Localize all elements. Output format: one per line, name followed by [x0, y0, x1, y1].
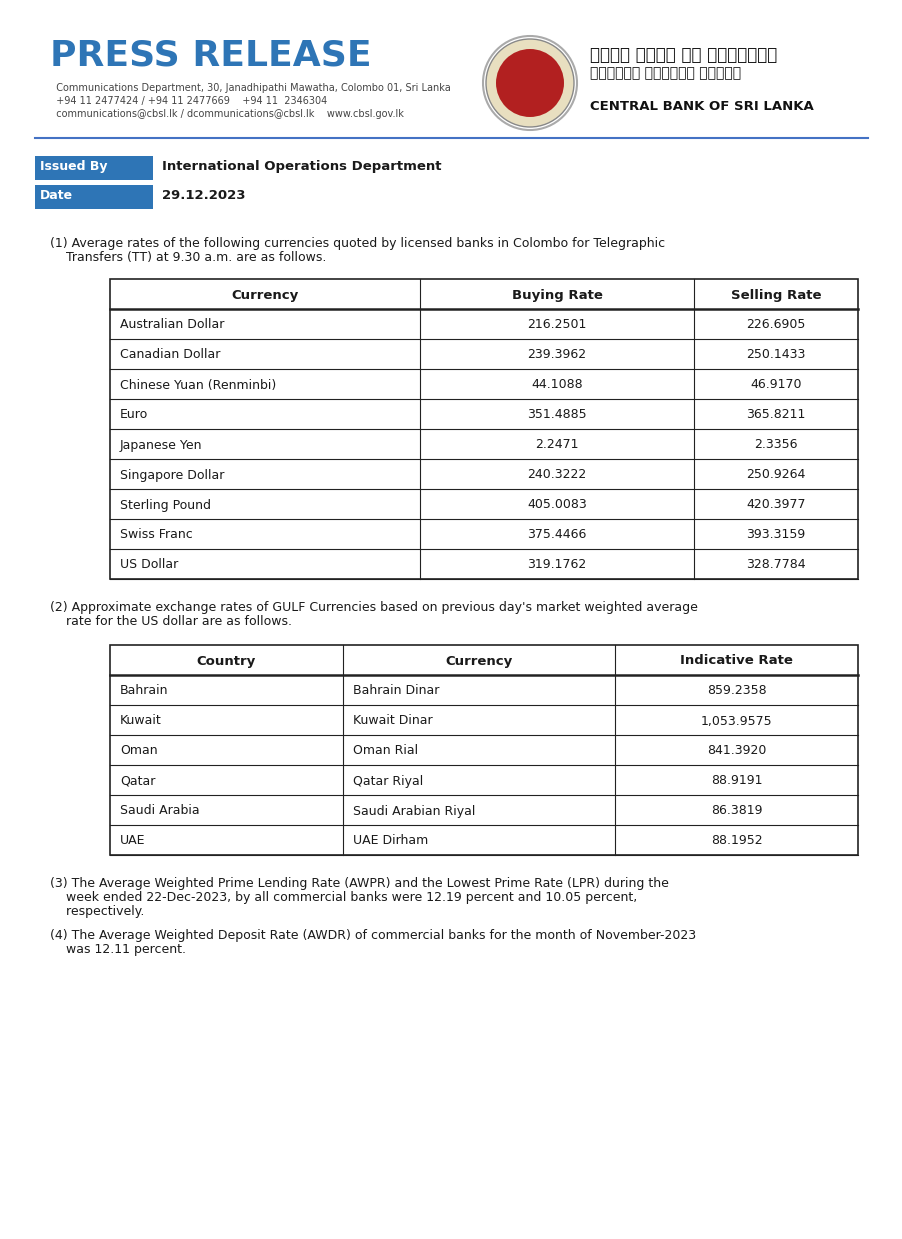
Text: 216.2501: 216.2501	[527, 318, 586, 332]
Text: Kuwait Dinar: Kuwait Dinar	[353, 715, 432, 727]
Text: +94 11 2477424 / +94 11 2477669    +94 11  2346304: +94 11 2477424 / +94 11 2477669 +94 11 2…	[50, 95, 327, 107]
Text: 328.7784: 328.7784	[745, 559, 805, 571]
Text: 239.3962: 239.3962	[527, 348, 586, 362]
Text: was 12.11 percent.: was 12.11 percent.	[50, 943, 186, 957]
Text: 250.9264: 250.9264	[745, 468, 805, 482]
Text: இலங்கை மத்திய வங்கி: இலங்கை மத்திய வங்கி	[589, 66, 741, 81]
Text: (1) Average rates of the following currencies quoted by licensed banks in Colomb: (1) Average rates of the following curre…	[50, 237, 665, 250]
Text: respectively.: respectively.	[50, 904, 144, 918]
Text: Transfers (TT) at 9.30 a.m. are as follows.: Transfers (TT) at 9.30 a.m. are as follo…	[50, 252, 326, 264]
Text: Qatar Riyal: Qatar Riyal	[353, 774, 423, 788]
Text: Euro: Euro	[120, 409, 148, 421]
Text: Japanese Yen: Japanese Yen	[120, 439, 202, 451]
Text: CENTRAL BANK OF SRI LANKA: CENTRAL BANK OF SRI LANKA	[589, 100, 813, 113]
Bar	[110, 646, 857, 855]
Text: 88.1952: 88.1952	[710, 835, 761, 847]
Text: Country: Country	[197, 654, 256, 668]
Text: (2) Approximate exchange rates of GULF Currencies based on previous day's market: (2) Approximate exchange rates of GULF C…	[50, 601, 697, 615]
Text: Communications Department, 30, Janadhipathi Mawatha, Colombo 01, Sri Lanka: Communications Department, 30, Janadhipa…	[50, 83, 450, 93]
Circle shape	[495, 50, 564, 116]
Text: Saudi Arabian Riyal: Saudi Arabian Riyal	[353, 804, 474, 818]
Text: 29.12.2023: 29.12.2023	[161, 190, 245, 202]
Text: US Dollar: US Dollar	[120, 559, 178, 571]
Text: Swiss Franc: Swiss Franc	[120, 529, 192, 541]
Text: UAE: UAE	[120, 835, 145, 847]
Text: Saudi Arabia: Saudi Arabia	[120, 804, 199, 818]
Text: 86.3819: 86.3819	[710, 804, 761, 818]
Text: Qatar: Qatar	[120, 774, 155, 788]
Text: Kuwait: Kuwait	[120, 715, 161, 727]
Text: 2.3356: 2.3356	[753, 439, 796, 451]
Text: 365.8211: 365.8211	[745, 409, 805, 421]
Text: 44.1088: 44.1088	[530, 378, 582, 392]
Text: week ended 22-Dec-2023, by all commercial banks were 12.19 percent and 10.05 per: week ended 22-Dec-2023, by all commercia…	[50, 891, 637, 904]
Text: 1,053.9575: 1,053.9575	[700, 715, 771, 727]
Text: Indicative Rate: Indicative Rate	[679, 654, 792, 668]
Text: 240.3222: 240.3222	[527, 468, 586, 482]
Text: International Operations Department: International Operations Department	[161, 160, 441, 173]
Text: 88.9191: 88.9191	[710, 774, 761, 788]
Text: Currency: Currency	[231, 289, 299, 301]
Text: 319.1762: 319.1762	[527, 559, 586, 571]
Text: 2.2471: 2.2471	[535, 439, 578, 451]
Text: rate for the US dollar are as follows.: rate for the US dollar are as follows.	[50, 615, 291, 628]
Text: Selling Rate: Selling Rate	[730, 289, 820, 301]
Bar	[35, 156, 152, 180]
Text: Issued By: Issued By	[40, 160, 107, 173]
Text: 393.3159: 393.3159	[746, 529, 805, 541]
Circle shape	[485, 38, 574, 128]
Text: 859.2358: 859.2358	[706, 684, 766, 698]
Text: Oman Rial: Oman Rial	[353, 745, 418, 757]
Text: 420.3977: 420.3977	[745, 498, 805, 512]
Text: 405.0083: 405.0083	[527, 498, 586, 512]
Text: 46.9170: 46.9170	[750, 378, 801, 392]
Text: Oman: Oman	[120, 745, 158, 757]
Text: 250.1433: 250.1433	[745, 348, 805, 362]
Text: Date: Date	[40, 190, 73, 202]
Text: Bahrain: Bahrain	[120, 684, 169, 698]
Text: (3) The Average Weighted Prime Lending Rate (AWPR) and the Lowest Prime Rate (LP: (3) The Average Weighted Prime Lending R…	[50, 877, 668, 890]
Text: 841.3920: 841.3920	[706, 745, 765, 757]
Text: UAE Dirham: UAE Dirham	[353, 835, 428, 847]
Text: Buying Rate: Buying Rate	[511, 289, 602, 301]
Text: Australian Dollar: Australian Dollar	[120, 318, 224, 332]
Text: 375.4466: 375.4466	[527, 529, 586, 541]
Text: 351.4885: 351.4885	[527, 409, 586, 421]
Text: PRESS RELEASE: PRESS RELEASE	[50, 38, 372, 72]
Text: communications@cbsl.lk / dcommunications@cbsl.lk    www.cbsl.gov.lk: communications@cbsl.lk / dcommunications…	[50, 109, 403, 119]
Text: Singapore Dollar: Singapore Dollar	[120, 468, 224, 482]
Text: Currency: Currency	[445, 654, 512, 668]
Text: Bahrain Dinar: Bahrain Dinar	[353, 684, 439, 698]
Bar	[110, 279, 857, 579]
Text: (4) The Average Weighted Deposit Rate (AWDR) of commercial banks for the month o: (4) The Average Weighted Deposit Rate (A…	[50, 929, 695, 942]
Bar	[35, 185, 152, 209]
Text: ශ්‍රී ලංකා මහ ඔේන්කුව: ශ්‍රී ලංකා මහ ඔේන්කුව	[589, 46, 777, 64]
Text: Canadian Dollar: Canadian Dollar	[120, 348, 220, 362]
Text: Chinese Yuan (Renminbi): Chinese Yuan (Renminbi)	[120, 378, 276, 392]
Text: 226.6905: 226.6905	[745, 318, 805, 332]
Text: Sterling Pound: Sterling Pound	[120, 498, 211, 512]
